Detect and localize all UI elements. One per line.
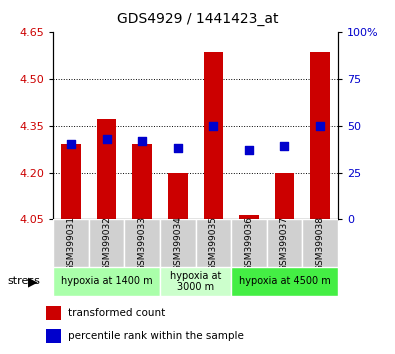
Point xyxy=(68,142,74,147)
Bar xyxy=(53,219,89,267)
Text: GSM399033: GSM399033 xyxy=(138,216,147,271)
Bar xyxy=(160,219,196,267)
Bar xyxy=(132,144,152,219)
Text: transformed count: transformed count xyxy=(68,308,165,318)
Bar xyxy=(124,219,160,267)
Bar xyxy=(231,219,267,267)
Bar xyxy=(203,52,223,219)
Point xyxy=(317,123,323,129)
Bar xyxy=(239,215,259,219)
Text: hypoxia at 4500 m: hypoxia at 4500 m xyxy=(239,276,330,286)
Bar xyxy=(310,52,330,219)
Point xyxy=(103,136,110,142)
Text: hypoxia at 1400 m: hypoxia at 1400 m xyxy=(61,276,152,286)
Bar xyxy=(46,307,61,320)
Text: percentile rank within the sample: percentile rank within the sample xyxy=(68,331,244,341)
Point xyxy=(246,147,252,153)
Bar xyxy=(196,219,231,267)
Point xyxy=(281,143,288,149)
Text: GSM399037: GSM399037 xyxy=(280,216,289,271)
Point xyxy=(139,138,145,143)
Bar xyxy=(275,172,294,219)
Bar xyxy=(168,172,188,219)
Text: GSM399036: GSM399036 xyxy=(245,216,253,271)
Text: GSM399034: GSM399034 xyxy=(173,216,182,271)
Text: GSM399031: GSM399031 xyxy=(67,216,75,271)
Bar xyxy=(267,219,302,267)
Text: hypoxia at
3000 m: hypoxia at 3000 m xyxy=(170,270,221,292)
Text: GSM399038: GSM399038 xyxy=(316,216,324,271)
Bar xyxy=(160,267,231,296)
Bar xyxy=(97,119,117,219)
Bar xyxy=(61,144,81,219)
Text: GDS4929 / 1441423_at: GDS4929 / 1441423_at xyxy=(117,12,278,27)
Bar xyxy=(53,267,160,296)
Point xyxy=(175,145,181,151)
Text: stress: stress xyxy=(8,276,41,286)
Text: GSM399035: GSM399035 xyxy=(209,216,218,271)
Bar xyxy=(231,267,338,296)
Point xyxy=(210,123,216,129)
Bar xyxy=(302,219,338,267)
Text: ▶: ▶ xyxy=(28,275,37,288)
Bar xyxy=(89,219,124,267)
Text: GSM399032: GSM399032 xyxy=(102,216,111,271)
Bar xyxy=(46,330,61,343)
